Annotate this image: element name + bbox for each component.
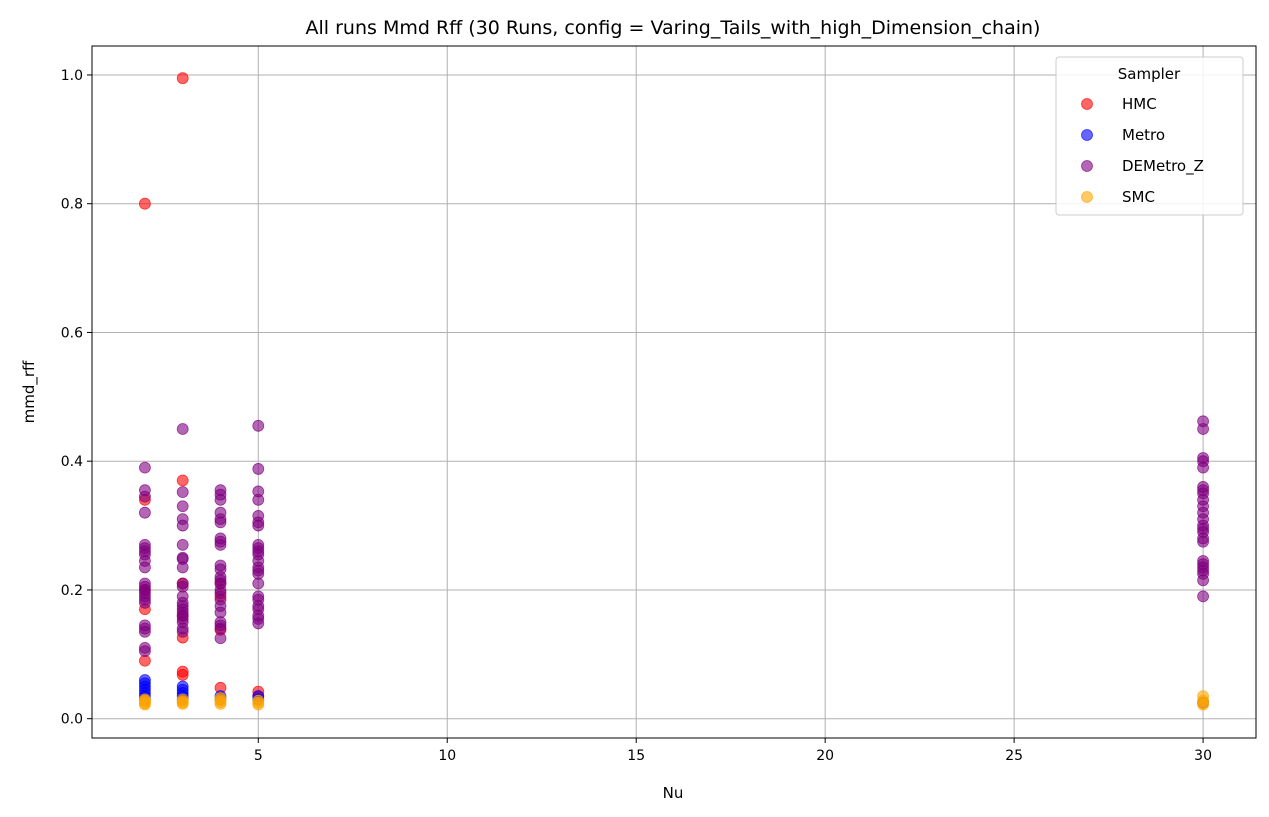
legend-label: SMC xyxy=(1122,188,1155,206)
x-tick-label: 5 xyxy=(254,748,263,764)
data-point xyxy=(176,625,189,638)
data-point xyxy=(176,474,189,487)
data-point xyxy=(139,596,151,609)
data-points xyxy=(139,72,1209,711)
data-point xyxy=(139,197,151,210)
data-point xyxy=(252,698,265,711)
plot-frame xyxy=(91,45,1257,739)
y-tick-label: 0.8 xyxy=(61,197,83,213)
data-point xyxy=(176,669,189,681)
y-axis-label: mmd_rff xyxy=(20,360,39,423)
series-metro xyxy=(139,674,1209,709)
data-point xyxy=(1197,698,1209,711)
data-point xyxy=(1197,574,1209,587)
legend: Sampler HMC Metro DEMetro_Z SMC xyxy=(1055,56,1244,216)
data-point xyxy=(176,561,189,574)
data-point xyxy=(139,490,151,503)
x-tick-label: 10 xyxy=(438,748,456,764)
legend-marker xyxy=(1081,129,1093,141)
x-tick-label: 15 xyxy=(627,748,645,764)
data-point xyxy=(176,697,189,710)
data-point xyxy=(176,423,189,435)
legend-label: HMC xyxy=(1122,95,1157,113)
data-point xyxy=(214,697,227,710)
data-point xyxy=(252,419,265,432)
data-point xyxy=(214,632,227,645)
y-tick-label: 0.6 xyxy=(61,325,83,341)
y-tick-label: 0.2 xyxy=(61,583,83,599)
legend-box xyxy=(1055,56,1244,216)
data-point xyxy=(214,516,227,529)
data-point xyxy=(176,486,189,498)
y-tick-label: 1.0 xyxy=(61,68,83,84)
data-point xyxy=(214,493,227,506)
series-smc xyxy=(139,690,1209,711)
data-point xyxy=(176,72,189,85)
data-point xyxy=(139,645,151,657)
y-tick-label: 0.4 xyxy=(61,454,83,470)
x-tick-label: 30 xyxy=(1194,748,1212,764)
legend-marker xyxy=(1081,191,1093,203)
x-axis-label: Nu xyxy=(663,784,684,802)
y-tick-label: 0.0 xyxy=(61,712,83,728)
axis-ticks: 5 10 15 20 25 30 0.0 0.2 0.4 0.6 0.8 1.0 xyxy=(61,68,1212,764)
data-point xyxy=(252,577,265,590)
data-point xyxy=(139,625,151,638)
legend-label: DEMetro_Z xyxy=(1122,157,1204,176)
data-point xyxy=(139,461,151,474)
series-demetro-z xyxy=(139,415,1209,657)
data-point xyxy=(1197,535,1209,548)
data-point xyxy=(1197,590,1209,603)
legend-marker xyxy=(1081,160,1093,172)
x-tick-label: 25 xyxy=(1005,748,1023,764)
legend-title: Sampler xyxy=(1118,65,1181,83)
data-point xyxy=(1197,423,1209,435)
chart-title: All runs Mmd Rff (30 Runs, config = Vari… xyxy=(306,17,1041,39)
series-hmc xyxy=(139,72,265,703)
data-point xyxy=(252,463,265,475)
x-tick-label: 20 xyxy=(816,748,834,764)
data-point xyxy=(252,493,265,506)
data-point xyxy=(214,538,227,551)
data-point xyxy=(176,500,189,513)
data-point xyxy=(139,698,151,711)
data-point xyxy=(139,506,151,519)
data-point xyxy=(1197,461,1209,474)
data-point xyxy=(252,617,265,630)
data-point xyxy=(252,519,265,532)
data-point xyxy=(139,561,151,574)
legend-label: Metro xyxy=(1122,126,1165,144)
legend-marker xyxy=(1081,98,1093,110)
data-point xyxy=(176,538,189,551)
data-point xyxy=(176,519,189,532)
